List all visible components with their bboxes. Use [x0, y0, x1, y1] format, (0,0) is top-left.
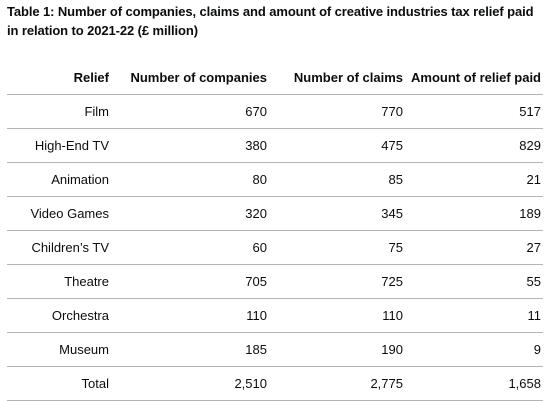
- table-row: Video Games 320 345 189: [7, 196, 543, 231]
- table-row: Children’s TV 60 75 27: [7, 230, 543, 265]
- cell-relief: Orchestra: [7, 298, 111, 333]
- table-row: Orchestra 110 110 11: [7, 298, 543, 333]
- cell-claims: 345: [269, 196, 405, 231]
- cell-companies: 185: [111, 332, 269, 367]
- cell-companies: 670: [111, 94, 269, 129]
- cell-relief: Theatre: [7, 264, 111, 299]
- cell-amount: 829: [405, 128, 543, 163]
- table-row: Theatre 705 725 55: [7, 264, 543, 299]
- column-header-claims: Number of claims: [269, 60, 405, 95]
- cell-claims: 190: [269, 332, 405, 367]
- cell-amount: 9: [405, 332, 543, 367]
- cell-amount: 11: [405, 298, 543, 333]
- cell-amount: 27: [405, 230, 543, 265]
- table-header-row: Relief Number of companies Number of cla…: [7, 60, 543, 95]
- column-header-relief: Relief: [7, 60, 111, 95]
- cell-amount: 55: [405, 264, 543, 299]
- cell-companies: 110: [111, 298, 269, 333]
- table-row: Animation 80 85 21: [7, 162, 543, 197]
- table-row: Museum 185 190 9: [7, 332, 543, 367]
- cell-relief: High-End TV: [7, 128, 111, 163]
- cell-companies: 380: [111, 128, 269, 163]
- cell-amount: 517: [405, 94, 543, 129]
- cell-claims: 110: [269, 298, 405, 333]
- cell-claims: 2,775: [269, 366, 405, 401]
- cell-relief: Museum: [7, 332, 111, 367]
- table-row: High-End TV 380 475 829: [7, 128, 543, 163]
- table-row: Film 670 770 517: [7, 94, 543, 129]
- cell-companies: 705: [111, 264, 269, 299]
- cell-claims: 85: [269, 162, 405, 197]
- cell-companies: 320: [111, 196, 269, 231]
- cell-amount: 189: [405, 196, 543, 231]
- cell-claims: 770: [269, 94, 405, 129]
- cell-amount: 21: [405, 162, 543, 197]
- table-caption: Table 1: Number of companies, claims and…: [7, 4, 534, 38]
- cell-relief: Total: [7, 366, 111, 401]
- column-header-companies: Number of companies: [111, 60, 269, 95]
- cell-relief: Video Games: [7, 196, 111, 231]
- cell-amount: 1,658: [405, 366, 543, 401]
- cell-claims: 75: [269, 230, 405, 265]
- cell-companies: 2,510: [111, 366, 269, 401]
- cell-relief: Animation: [7, 162, 111, 197]
- cell-relief: Film: [7, 94, 111, 129]
- table-total-row: Total 2,510 2,775 1,658: [7, 366, 543, 401]
- column-header-amount: Amount of relief paid: [405, 60, 543, 95]
- cell-relief: Children’s TV: [7, 230, 111, 265]
- cell-companies: 60: [111, 230, 269, 265]
- cell-claims: 725: [269, 264, 405, 299]
- cell-claims: 475: [269, 128, 405, 163]
- cell-companies: 80: [111, 162, 269, 197]
- tax-relief-table: Relief Number of companies Number of cla…: [7, 60, 543, 401]
